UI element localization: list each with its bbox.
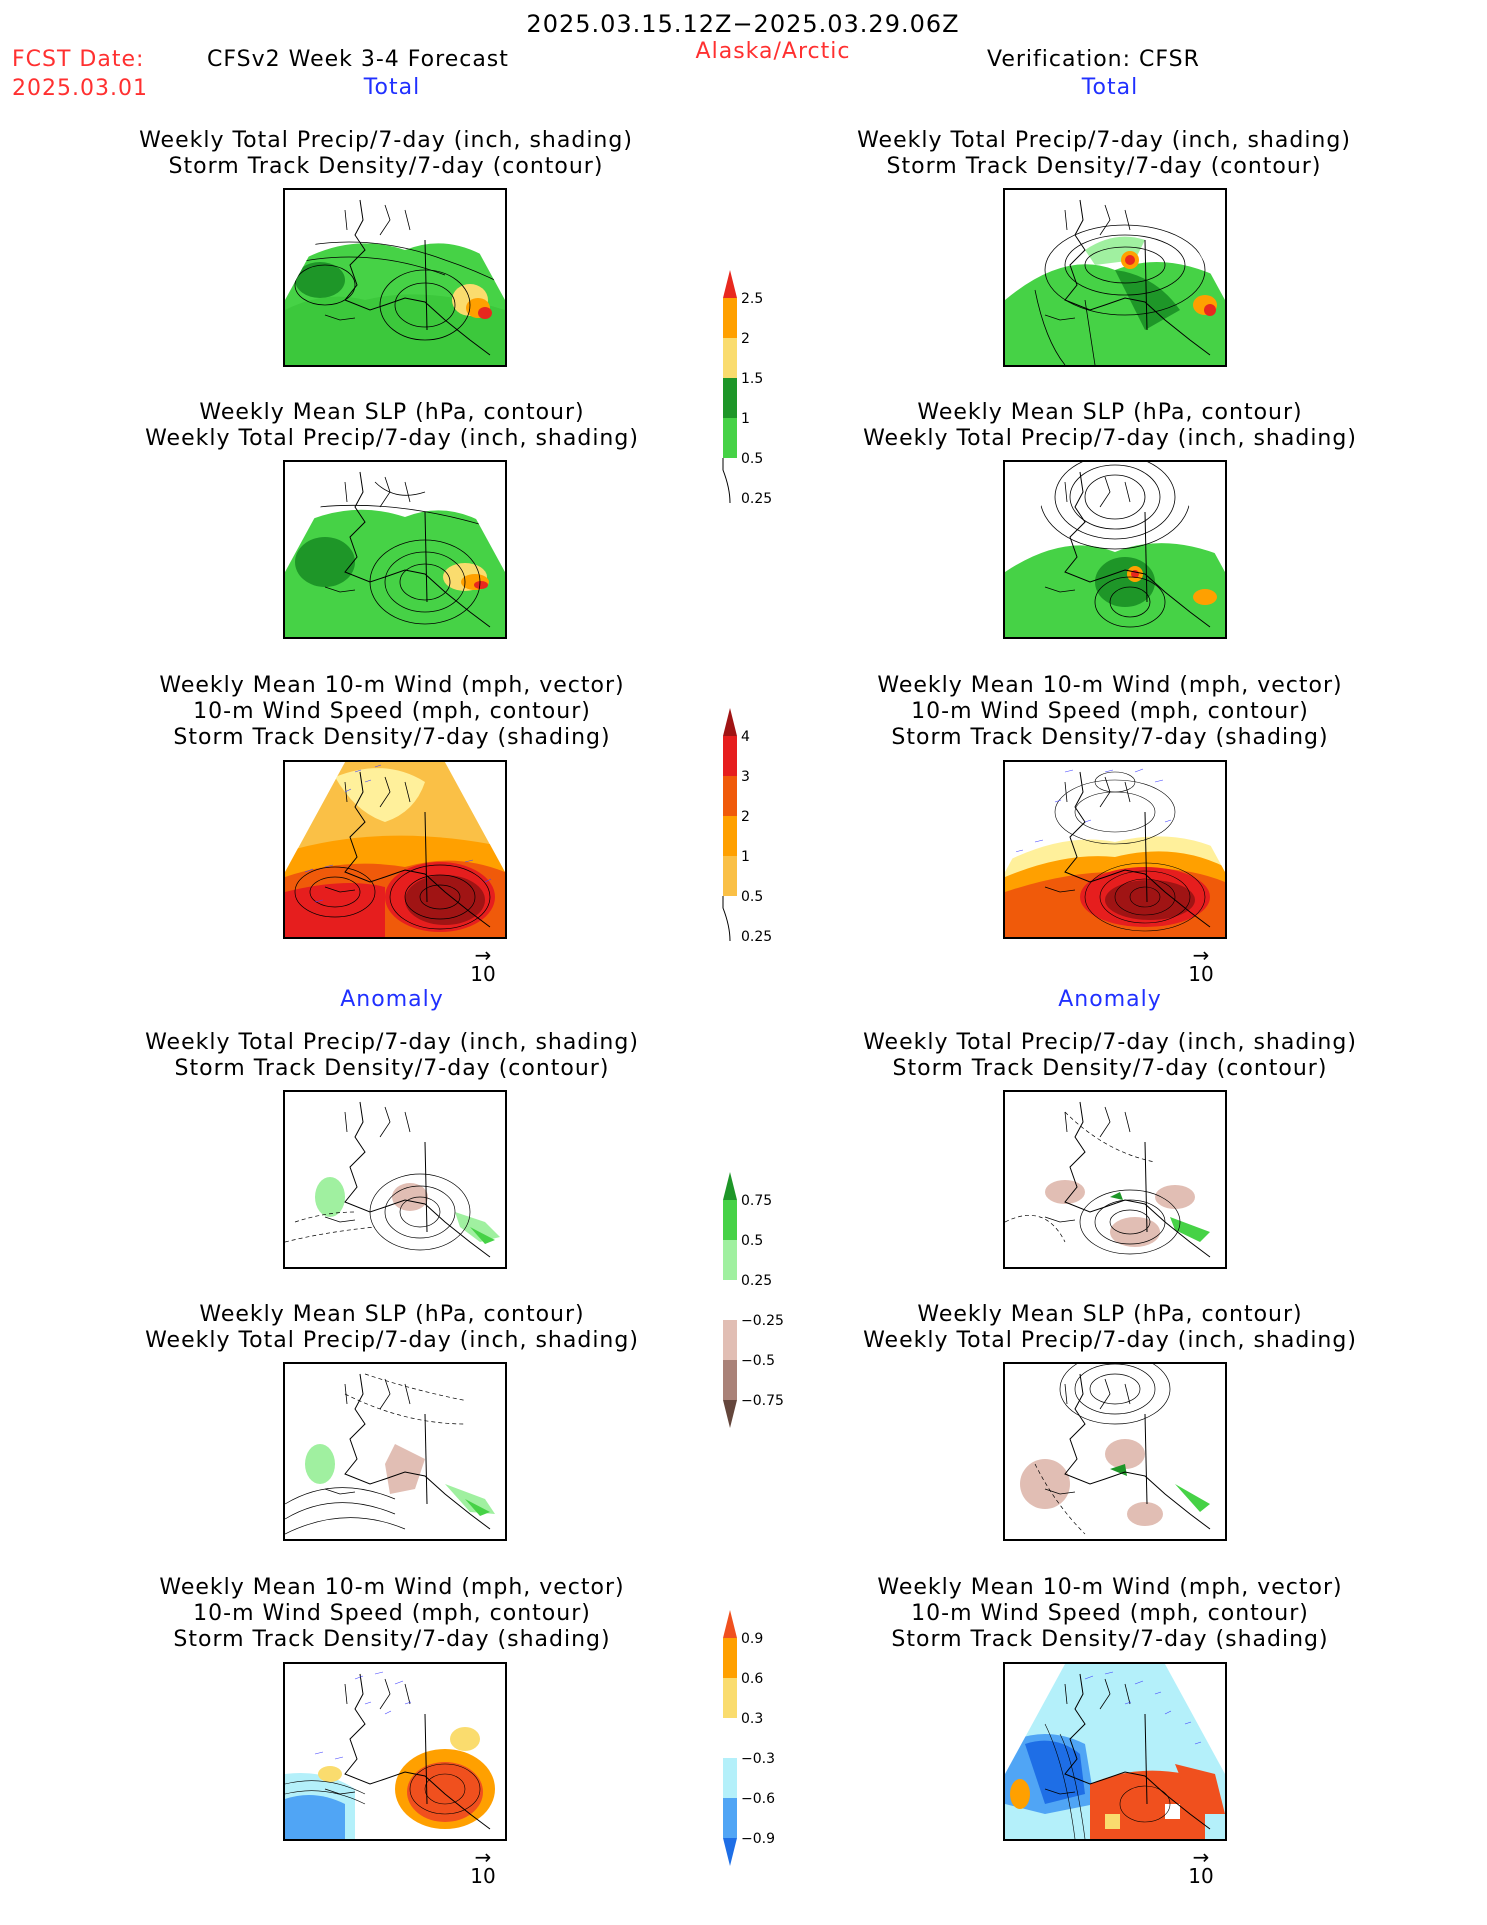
colorbar-anom-precip: 0.75 0.5 0.25 −0.25 −0.5 −0.75 — [723, 1172, 803, 1472]
map-anom-slp-verification — [1003, 1362, 1227, 1541]
map-total-wind-forecast — [283, 760, 507, 939]
section-anomaly-left: Anomaly — [340, 987, 444, 1012]
colorbar-swatch — [723, 1678, 737, 1718]
title-anom-precip-fcst: Weekly Total Precip/7-day (inch, shading… — [145, 1030, 639, 1081]
colorbar-swatch — [723, 816, 737, 856]
section-total-right: Total — [1081, 75, 1139, 100]
colorbar-swatch — [723, 1320, 737, 1360]
title-total-precip-verif: Weekly Total Precip/7-day (inch, shading… — [857, 128, 1351, 179]
colorbar-swatch — [723, 1200, 737, 1240]
title-anom-wind-fcst: Weekly Mean 10-m Wind (mph, vector) 10-m… — [159, 1575, 625, 1652]
colorbar-bottom-tip — [722, 896, 731, 942]
section-total-left: Total — [363, 75, 421, 100]
colorbar-swatch — [723, 736, 737, 776]
colorbar-label: −0.9 — [741, 1831, 775, 1847]
colorbar-label: 2 — [741, 331, 750, 347]
map-total-slp-forecast — [283, 460, 507, 639]
title-anom-precip-verif: Weekly Total Precip/7-day (inch, shading… — [863, 1030, 1357, 1081]
vector-ref-anom-verif: → 10 — [1181, 1845, 1221, 1886]
colorbar-label: 3 — [741, 769, 750, 785]
colorbar-total-storm-density: 4 3 2 1 0.5 0.25 — [722, 708, 803, 968]
arrow-right-icon: → — [474, 943, 492, 967]
colorbar-label: −0.6 — [741, 1791, 775, 1807]
colorbar-swatch — [723, 1758, 737, 1798]
colorbar-swatch — [723, 1638, 737, 1678]
map-total-wind-verification — [1003, 760, 1227, 939]
colorbar-label: 0.9 — [741, 1631, 763, 1647]
title-anom-wind-verif: Weekly Mean 10-m Wind (mph, vector) 10-m… — [877, 1575, 1343, 1652]
title-total-wind-fcst: Weekly Mean 10-m Wind (mph, vector) 10-m… — [159, 673, 625, 750]
map-total-precip-forecast — [283, 188, 507, 367]
title-anom-slp-fcst: Weekly Mean SLP (hPa, contour) Weekly To… — [145, 1302, 639, 1353]
colorbar-label: −0.3 — [741, 1751, 775, 1767]
map-anom-slp-forecast — [283, 1362, 507, 1541]
colorbar-label: 1 — [741, 849, 750, 865]
colorbar-label: 2.5 — [741, 291, 763, 307]
colorbar-top-tip — [723, 1172, 737, 1200]
colorbar-label: −0.25 — [741, 1313, 784, 1329]
colorbar-label: 1.5 — [741, 371, 763, 387]
map-total-precip-verification — [1003, 188, 1227, 367]
colorbar-label: 0.75 — [741, 1193, 772, 1209]
colorbar-label: 0.25 — [741, 929, 772, 945]
vector-ref-total-verif: → 10 — [1181, 943, 1221, 984]
colorbar-label: 0.5 — [741, 1233, 763, 1249]
section-anomaly-right: Anomaly — [1058, 987, 1162, 1012]
colorbar-swatch — [723, 378, 737, 418]
colorbar-swatch — [723, 338, 737, 378]
colorbar-label: 0.5 — [741, 451, 763, 467]
colorbar-label: 0.25 — [741, 491, 772, 507]
colorbar-swatch — [723, 418, 737, 458]
colorbar-swatch — [723, 1360, 737, 1400]
map-anom-precip-forecast — [283, 1090, 507, 1269]
colorbar-label: 0.25 — [741, 1273, 772, 1289]
colorbar-swatch — [723, 776, 737, 816]
colorbar-bottom-tip — [722, 458, 731, 504]
colorbar-top-tip — [723, 1610, 737, 1638]
map-anom-wind-verification — [1003, 1662, 1227, 1841]
model-label: CFSv2 Week 3-4 Forecast — [207, 47, 509, 72]
title-total-slp-verif: Weekly Mean SLP (hPa, contour) Weekly To… — [863, 400, 1357, 451]
colorbar-bottom-tip — [723, 1400, 737, 1428]
colorbar-label: −0.5 — [741, 1353, 775, 1369]
map-anom-precip-verification — [1003, 1090, 1227, 1269]
colorbar-label: 2 — [741, 809, 750, 825]
colorbar-anom-storm-density: 0.9 0.6 0.3 −0.3 −0.6 −0.9 — [723, 1610, 803, 1910]
colorbar-label: 0.5 — [741, 889, 763, 905]
arrow-right-icon: → — [1192, 943, 1210, 967]
date-range-title: 2025.03.15.12Z−2025.03.29.06Z — [526, 10, 960, 38]
region-title: Alaska/Arctic — [695, 39, 851, 64]
vector-ref-anom-fcst: → 10 — [463, 1845, 503, 1886]
title-total-precip-fcst: Weekly Total Precip/7-day (inch, shading… — [139, 128, 633, 179]
title-total-wind-verif: Weekly Mean 10-m Wind (mph, vector) 10-m… — [877, 673, 1343, 750]
colorbar-swatch — [723, 1798, 737, 1838]
colorbar-bottom-tip — [723, 1838, 737, 1866]
vector-ref-total-fcst: → 10 — [463, 943, 503, 984]
arrow-right-icon: → — [1192, 1845, 1210, 1869]
colorbar-total-precip: 2.5 2 1.5 1 0.5 0.25 — [722, 270, 803, 530]
map-anom-wind-forecast — [283, 1662, 507, 1841]
colorbar-swatch — [723, 1240, 737, 1280]
colorbar-top-tip — [723, 708, 737, 736]
colorbar-swatch — [723, 1280, 737, 1320]
colorbar-top-tip — [723, 270, 737, 298]
colorbar-label: 1 — [741, 411, 750, 427]
colorbar-label: 0.3 — [741, 1711, 763, 1727]
title-total-slp-fcst: Weekly Mean SLP (hPa, contour) Weekly To… — [145, 400, 639, 451]
fcst-label: FCST Date: — [12, 47, 145, 72]
colorbar-swatch — [723, 1718, 737, 1758]
colorbar-label: −0.75 — [741, 1393, 784, 1409]
colorbar-label: 4 — [741, 729, 750, 745]
colorbar-label: 0.6 — [741, 1671, 763, 1687]
colorbar-swatch — [723, 298, 737, 338]
map-total-slp-verification — [1003, 460, 1227, 639]
colorbar-swatch — [723, 856, 737, 896]
arrow-right-icon: → — [474, 1845, 492, 1869]
verification-label: Verification: CFSR — [987, 47, 1200, 72]
title-anom-slp-verif: Weekly Mean SLP (hPa, contour) Weekly To… — [863, 1302, 1357, 1353]
fcst-date: 2025.03.01 — [12, 76, 148, 101]
